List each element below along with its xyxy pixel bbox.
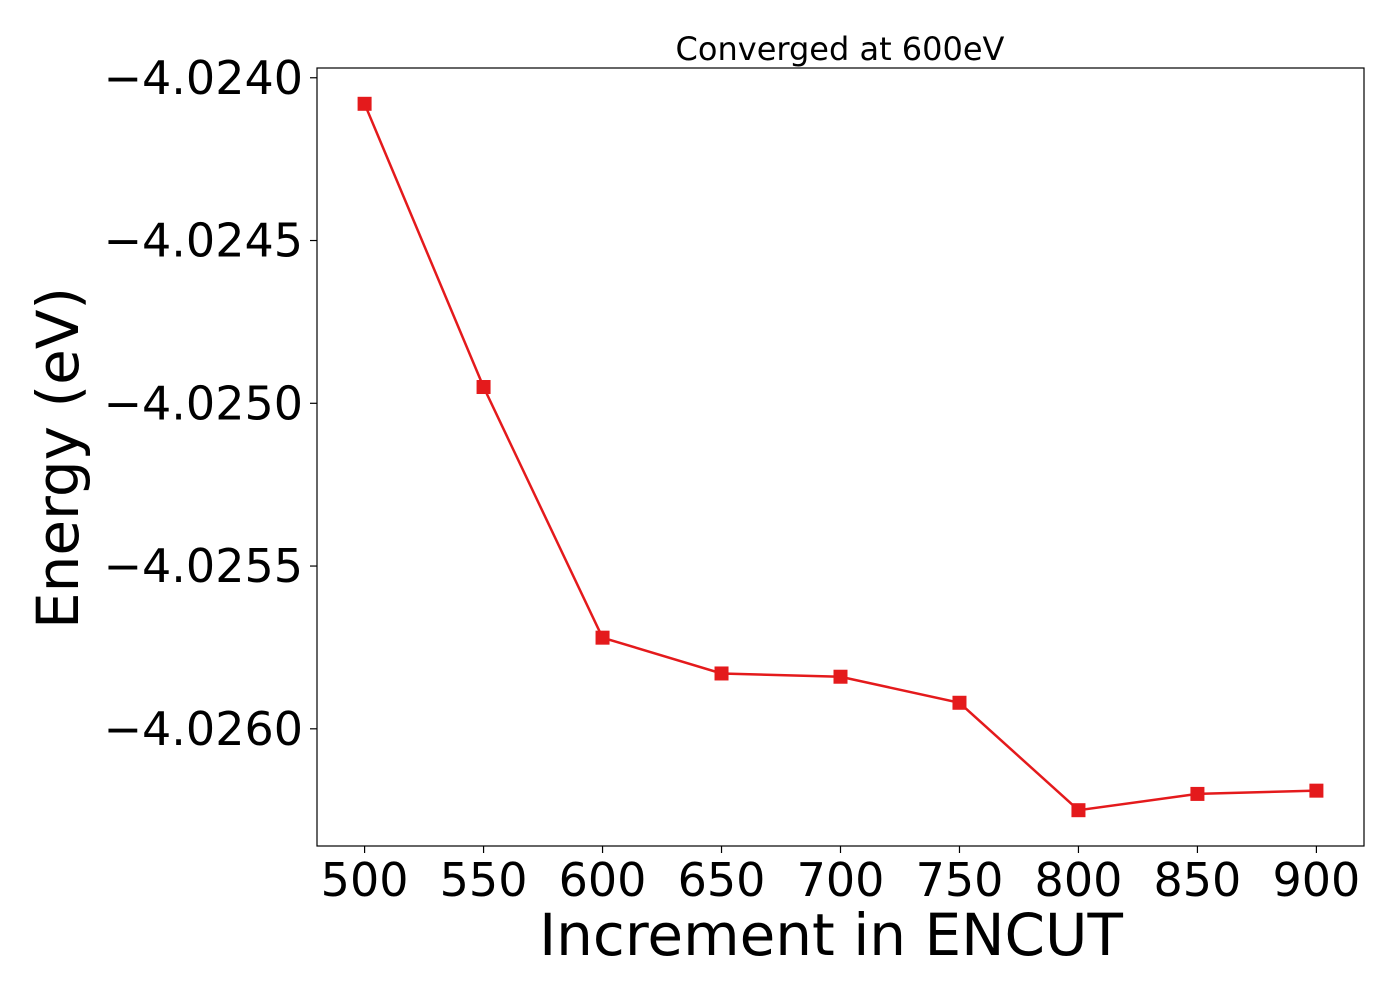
chart-title: Converged at 600eV	[676, 30, 1005, 68]
data-point	[357, 96, 372, 111]
y-axis-label: Energy (eV)	[24, 287, 92, 629]
x-tick-label: 700	[797, 853, 885, 907]
x-tick-label: 850	[1154, 853, 1242, 907]
x-tick-label: 650	[678, 853, 766, 907]
plot-frame	[316, 67, 1365, 847]
x-tick-label: 800	[1035, 853, 1123, 907]
y-tick-label: −4.0260	[104, 702, 304, 756]
series-layer	[357, 96, 1324, 818]
y-tick-label: −4.0240	[104, 51, 304, 105]
y-axis-ticks: −4.0240 −4.0245 −4.0250 −4.0255 −4.0260	[104, 51, 317, 756]
data-point	[595, 630, 610, 645]
data-point	[1071, 803, 1086, 818]
y-tick-label: −4.0245	[104, 214, 304, 268]
x-tick-label: 550	[440, 853, 528, 907]
x-tick-label: 750	[916, 853, 1004, 907]
data-point	[476, 380, 491, 395]
y-tick-label: −4.0255	[104, 539, 304, 593]
data-point	[833, 669, 848, 684]
x-tick-label: 500	[321, 853, 409, 907]
x-tick-label: 600	[559, 853, 647, 907]
x-axis-ticks: 500 550 600 650 700 750 800 850 900	[321, 846, 1361, 907]
data-point	[1309, 783, 1324, 798]
series-line	[363, 103, 1317, 812]
data-point	[1190, 786, 1205, 801]
data-point	[952, 695, 967, 710]
data-point	[714, 666, 729, 681]
x-tick-label: 900	[1273, 853, 1361, 907]
x-axis-label: Increment in ENCUT	[539, 901, 1123, 969]
y-tick-label: −4.0250	[104, 376, 304, 430]
